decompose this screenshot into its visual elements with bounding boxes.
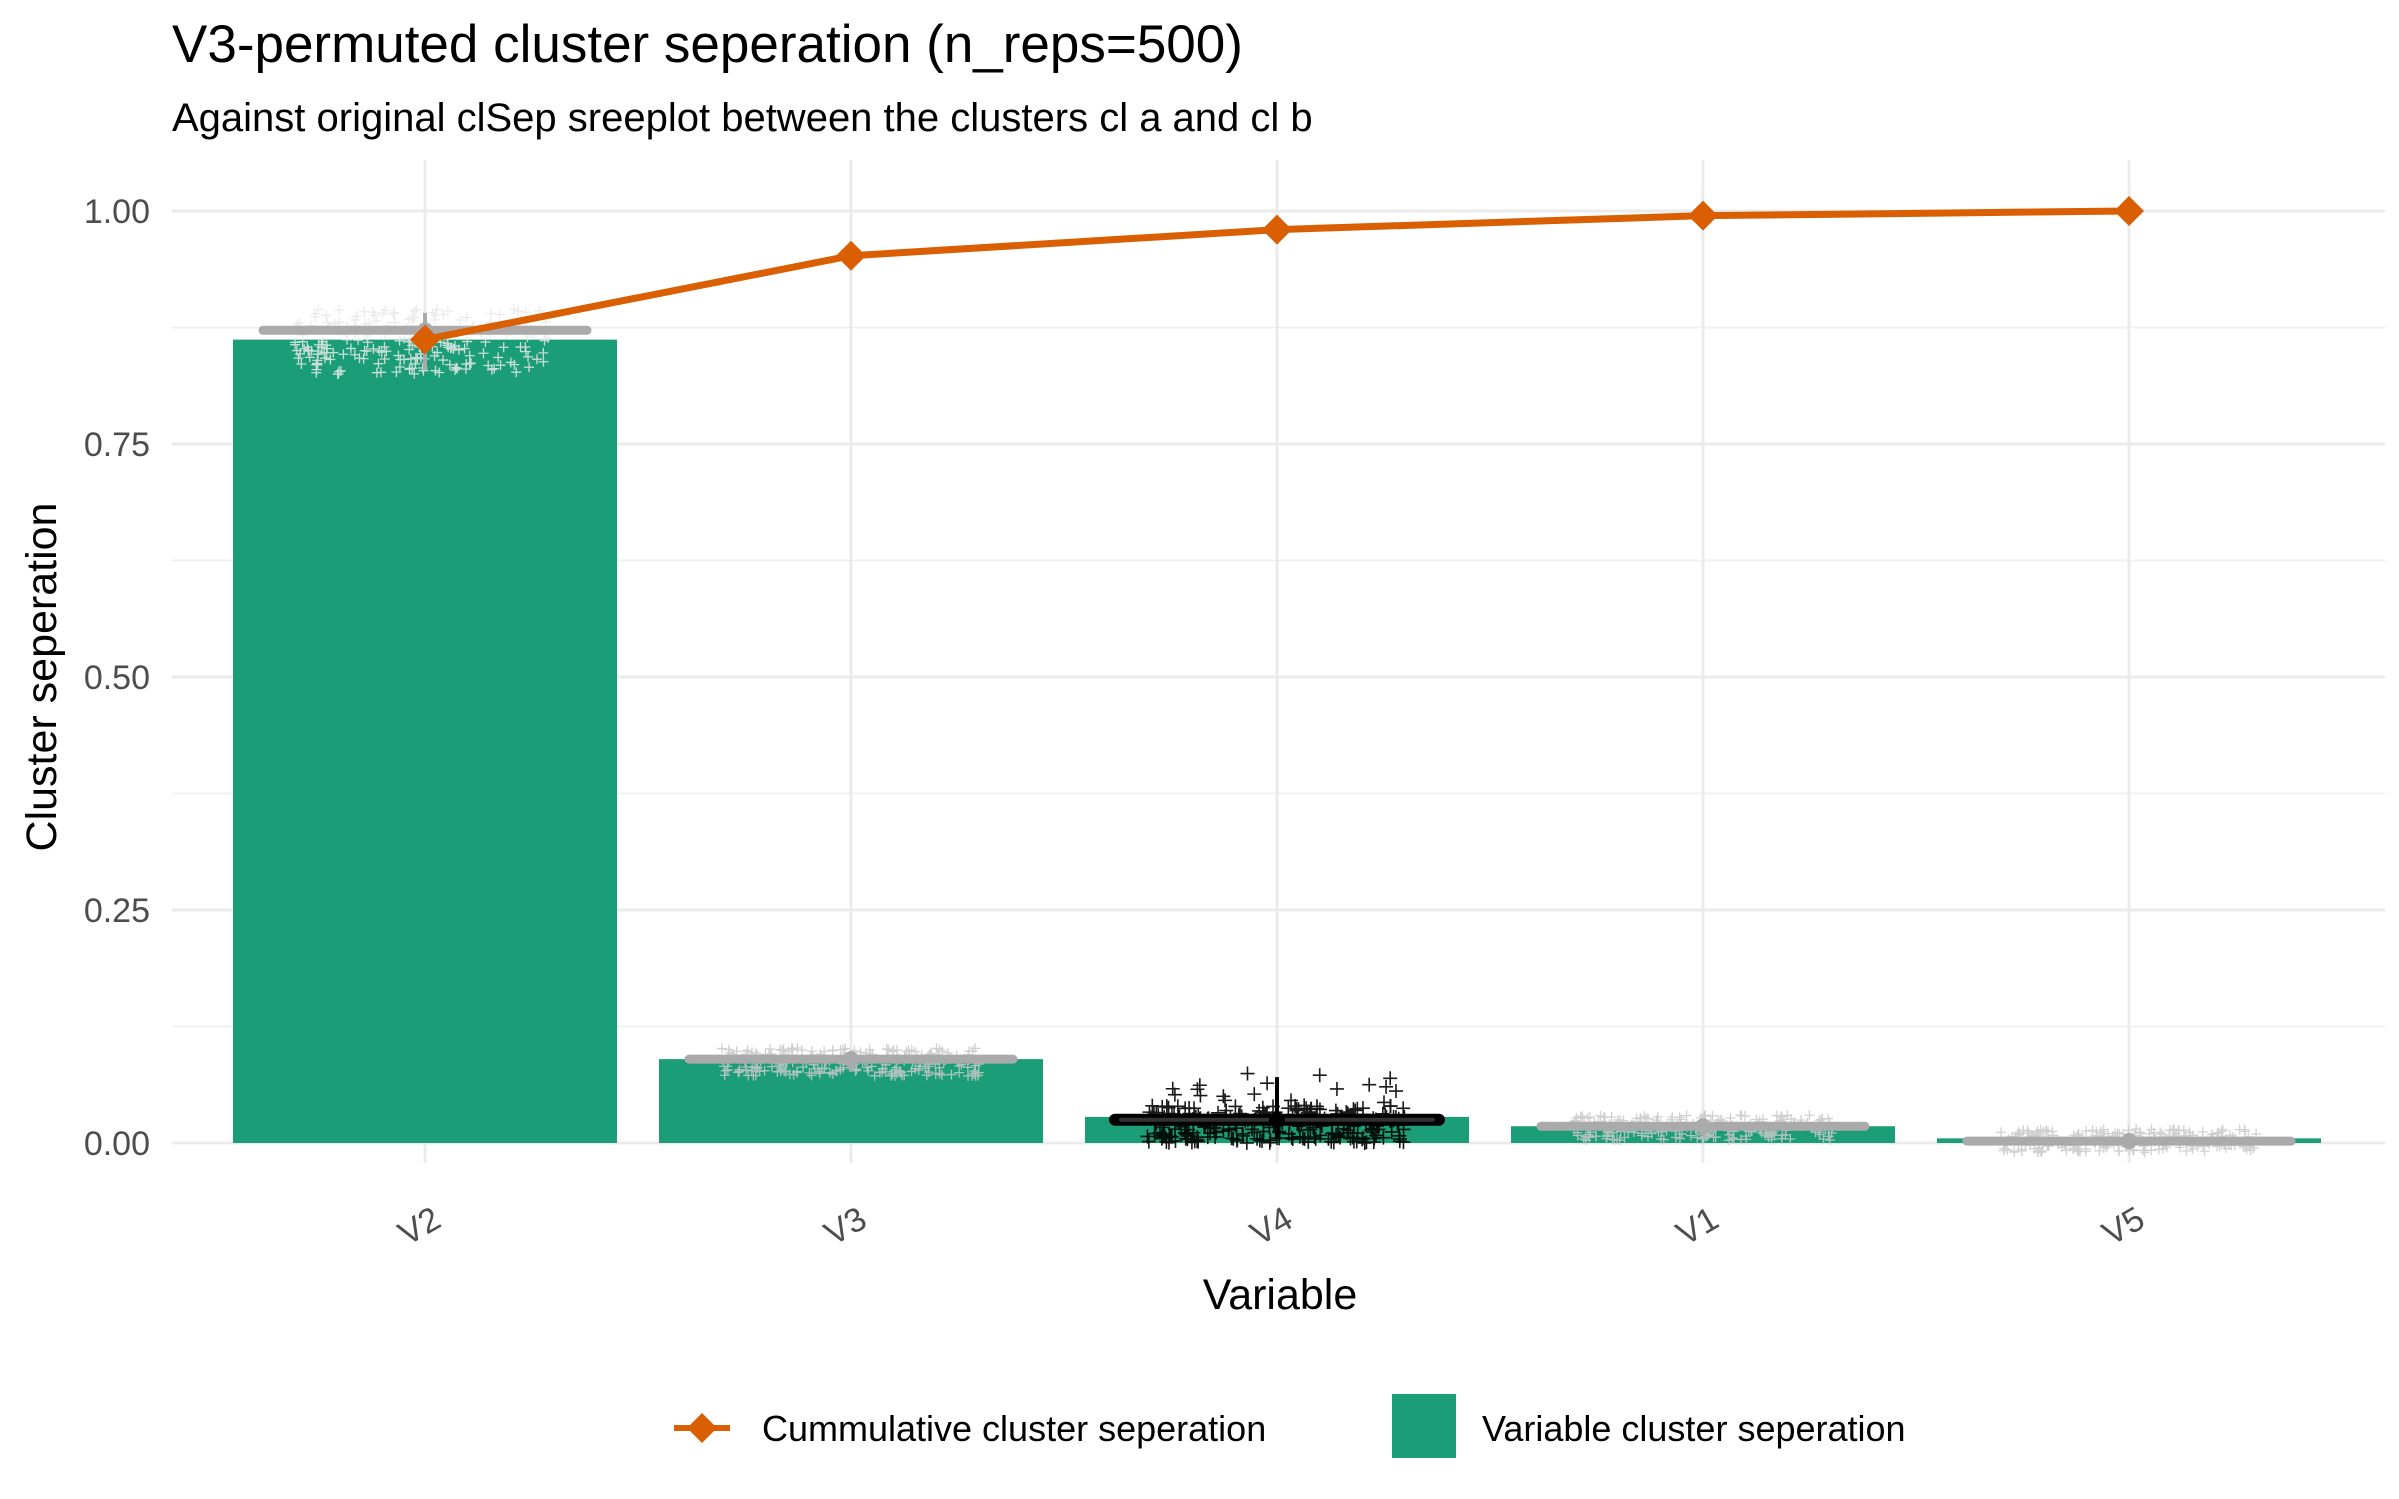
permutation-group-V4 [1109, 1066, 1445, 1150]
cumulative-point-V3 [836, 240, 866, 271]
y-tick-label: 0.75 [84, 426, 150, 464]
y-tick-label: 1.00 [84, 193, 150, 231]
cumulative-point-V5 [2114, 196, 2144, 226]
x-axis-ticks: V2 V3 V4 V1 V5 [392, 1200, 2151, 1254]
mean-point [1269, 1111, 1285, 1128]
legend-item-cumulative: Cummulative cluster seperation [674, 1408, 1266, 1449]
legend-item-variable: Variable cluster seperation [1392, 1394, 1906, 1458]
permutation-group-V5 [1962, 1124, 2296, 1158]
legend-label-cumulative: Cummulative cluster seperation [762, 1408, 1266, 1449]
x-tick-label-V3: V3 [818, 1200, 873, 1254]
x-tick-label-V2: V2 [392, 1200, 447, 1254]
x-axis-title: Variable [1203, 1271, 1358, 1319]
permutation-overlay [258, 304, 2296, 1158]
y-axis-title: Cluster seperation [18, 503, 66, 852]
y-tick-label: 0.25 [84, 892, 150, 930]
cumulative-point-V4 [1262, 214, 1292, 245]
x-tick-label-V5: V5 [2096, 1200, 2151, 1254]
legend: Cummulative cluster seperation Variable … [674, 1394, 1906, 1458]
cumulative-point-V2 [410, 324, 440, 355]
y-tick-label: 0.50 [84, 659, 150, 697]
mean-point [843, 1051, 859, 1068]
y-axis-ticks: 0.00 0.25 0.50 0.75 1.00 [84, 193, 150, 1163]
cumulative-point-V1 [1688, 200, 1718, 231]
mean-point [2121, 1133, 2137, 1150]
legend-bar-swatch [1392, 1394, 1456, 1458]
x-tick-label-V4: V4 [1244, 1200, 1299, 1254]
legend-diamond-marker [687, 1413, 717, 1443]
chart-title: V3-permuted cluster seperation (n_reps=5… [172, 15, 1243, 74]
permutation-group-V1 [1536, 1110, 1870, 1146]
chart-subtitle: Against original clSep sreeplot between … [172, 96, 1313, 140]
x-tick-label-V1: V1 [1670, 1200, 1725, 1254]
bar-V2 [233, 339, 617, 1144]
legend-label-variable: Variable cluster seperation [1482, 1408, 1906, 1449]
mean-point [1695, 1118, 1711, 1135]
cumulative-line [410, 196, 2144, 355]
permutation-group-V3 [684, 1042, 1018, 1081]
y-tick-label: 0.00 [84, 1125, 150, 1163]
